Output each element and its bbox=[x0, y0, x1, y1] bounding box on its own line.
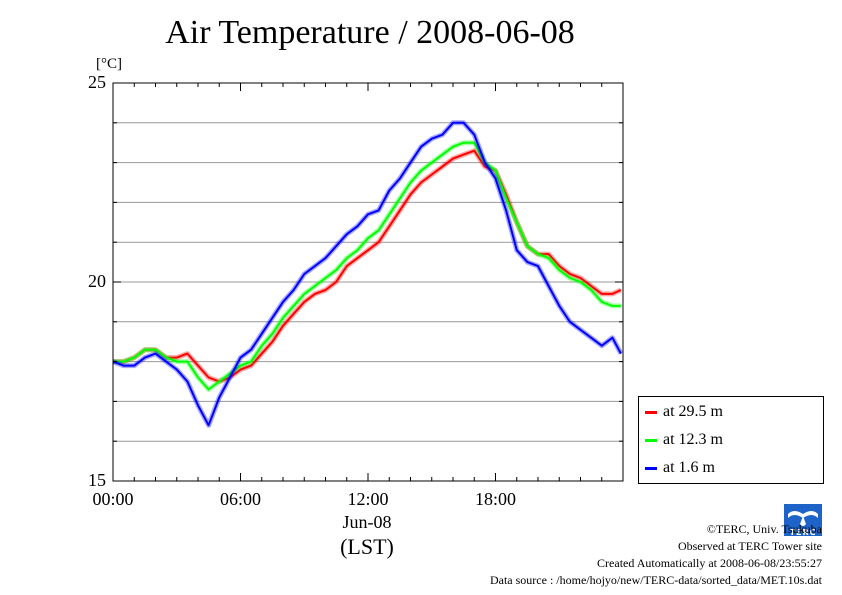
x-tick-label: 18:00 bbox=[474, 489, 516, 509]
legend: at 29.5 m at 12.3 m at 1.6 m bbox=[638, 396, 824, 484]
legend-item-29-5m: at 29.5 m bbox=[645, 403, 723, 421]
footer-observed: Observed at TERC Tower site bbox=[677, 539, 822, 553]
x-tick-label: 06:00 bbox=[219, 489, 261, 509]
terc-logo bbox=[784, 504, 822, 536]
legend-swatch-12-3m bbox=[645, 438, 657, 442]
footer-created: Created Automatically at 2008-06-08/23:5… bbox=[597, 556, 822, 570]
series-line-halo-2 bbox=[112, 120, 624, 428]
y-tick-label: 25 bbox=[88, 72, 106, 92]
legend-label-12-3m: at 12.3 m bbox=[663, 431, 723, 448]
x-tick-label: 12:00 bbox=[347, 489, 389, 509]
series-line-2 bbox=[112, 121, 622, 427]
chart-title: Air Temperature / 2008-06-08 bbox=[165, 14, 575, 51]
series-line-0 bbox=[113, 149, 622, 383]
series-line-1 bbox=[113, 141, 621, 391]
legend-swatch-1-6m bbox=[645, 466, 657, 470]
footer-source: Data source : /home/hojyo/new/TERC-data/… bbox=[489, 573, 822, 587]
gridlines bbox=[113, 122, 623, 442]
series-group bbox=[112, 120, 624, 428]
footer-copyright: ©TERC, Univ. Tsukuba bbox=[706, 522, 822, 536]
y-tick-label: 20 bbox=[88, 271, 106, 291]
x-tick-label: 00:00 bbox=[92, 489, 134, 509]
legend-label-1-6m: at 1.6 m bbox=[663, 459, 715, 476]
terc-logo-text: TERC bbox=[789, 528, 817, 537]
tick-marks bbox=[112, 82, 624, 482]
legend-item-1-6m: at 1.6 m bbox=[645, 459, 715, 477]
series-line-halo-0 bbox=[113, 148, 622, 384]
legend-item-12-3m: at 12.3 m bbox=[645, 431, 723, 449]
legend-label-29-5m: at 29.5 m bbox=[663, 403, 723, 420]
y-axis-unit-label: [°C] bbox=[96, 56, 122, 72]
x-axis-label: (LST) bbox=[340, 534, 394, 559]
x-axis-date-label: Jun-08 bbox=[342, 512, 392, 532]
legend-swatch-29-5m bbox=[645, 410, 657, 414]
y-tick-label: 15 bbox=[88, 470, 106, 490]
